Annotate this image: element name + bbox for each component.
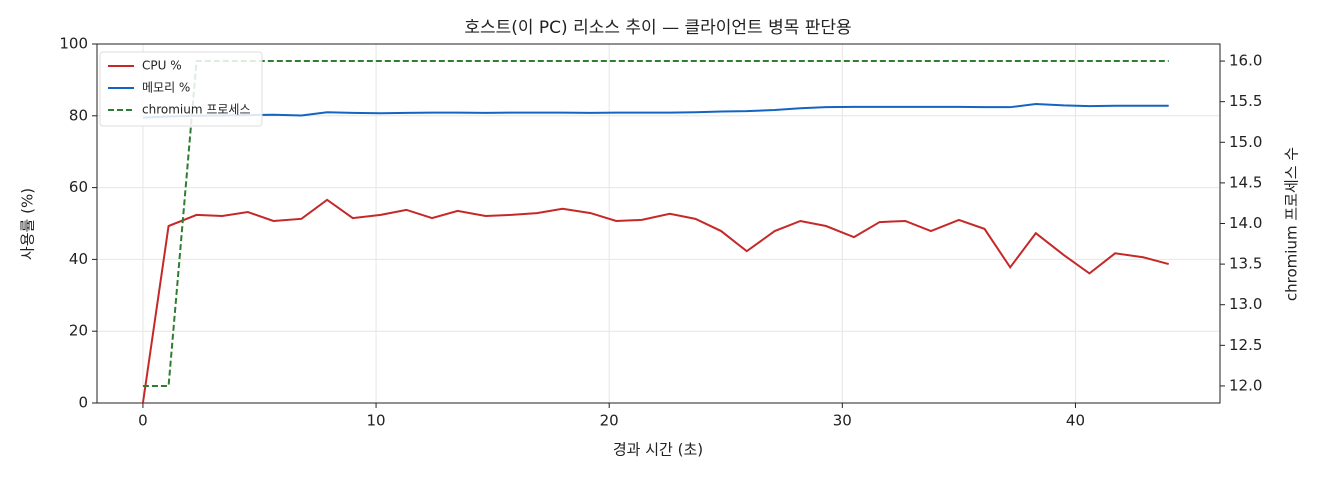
y-tick-label: 60 (69, 178, 88, 196)
y2-tick-label: 15.0 (1229, 133, 1262, 151)
chart-title: 호스트(이 PC) 리소스 추이 — 클라이언트 병목 판단용 (464, 18, 851, 38)
y2-tick-label: 14.0 (1229, 214, 1262, 232)
y-axis-label: 사용률 (%) (19, 188, 37, 260)
y-tick-label: 0 (78, 394, 88, 412)
legend-label: 메모리 % (142, 81, 190, 95)
x-tick-label: 10 (367, 412, 386, 430)
x-tick-label: 30 (833, 412, 852, 430)
y-tick-label: 80 (69, 106, 88, 124)
y2-tick-label: 12.5 (1229, 336, 1262, 354)
y-tick-label: 40 (69, 250, 88, 268)
legend-label: CPU % (142, 59, 182, 73)
series-line (141, 198, 1169, 404)
y2-tick-label: 16.0 (1229, 52, 1262, 70)
legend-label: chromium 프로세스 (142, 103, 251, 117)
x-tick-label: 20 (600, 412, 619, 430)
plot-frame (96, 43, 1221, 404)
y2-axis-label: chromium 프로세스 수 (1283, 147, 1301, 301)
y-tick-label: 20 (69, 322, 88, 340)
y2-tick-label: 13.0 (1229, 295, 1262, 313)
x-axis-label: 경과 시간 (초) (613, 441, 703, 459)
series-line (142, 102, 1169, 119)
y-tick-label: 100 (59, 35, 88, 53)
series-line (142, 60, 1169, 387)
x-tick-label: 0 (138, 412, 148, 430)
y2-tick-label: 15.5 (1229, 92, 1262, 110)
y2-tick-label: 14.5 (1229, 173, 1262, 191)
y2-tick-label: 12.0 (1229, 376, 1262, 394)
legend-box (99, 51, 263, 127)
x-tick-label: 40 (1066, 412, 1085, 430)
y2-tick-label: 13.5 (1229, 255, 1262, 273)
